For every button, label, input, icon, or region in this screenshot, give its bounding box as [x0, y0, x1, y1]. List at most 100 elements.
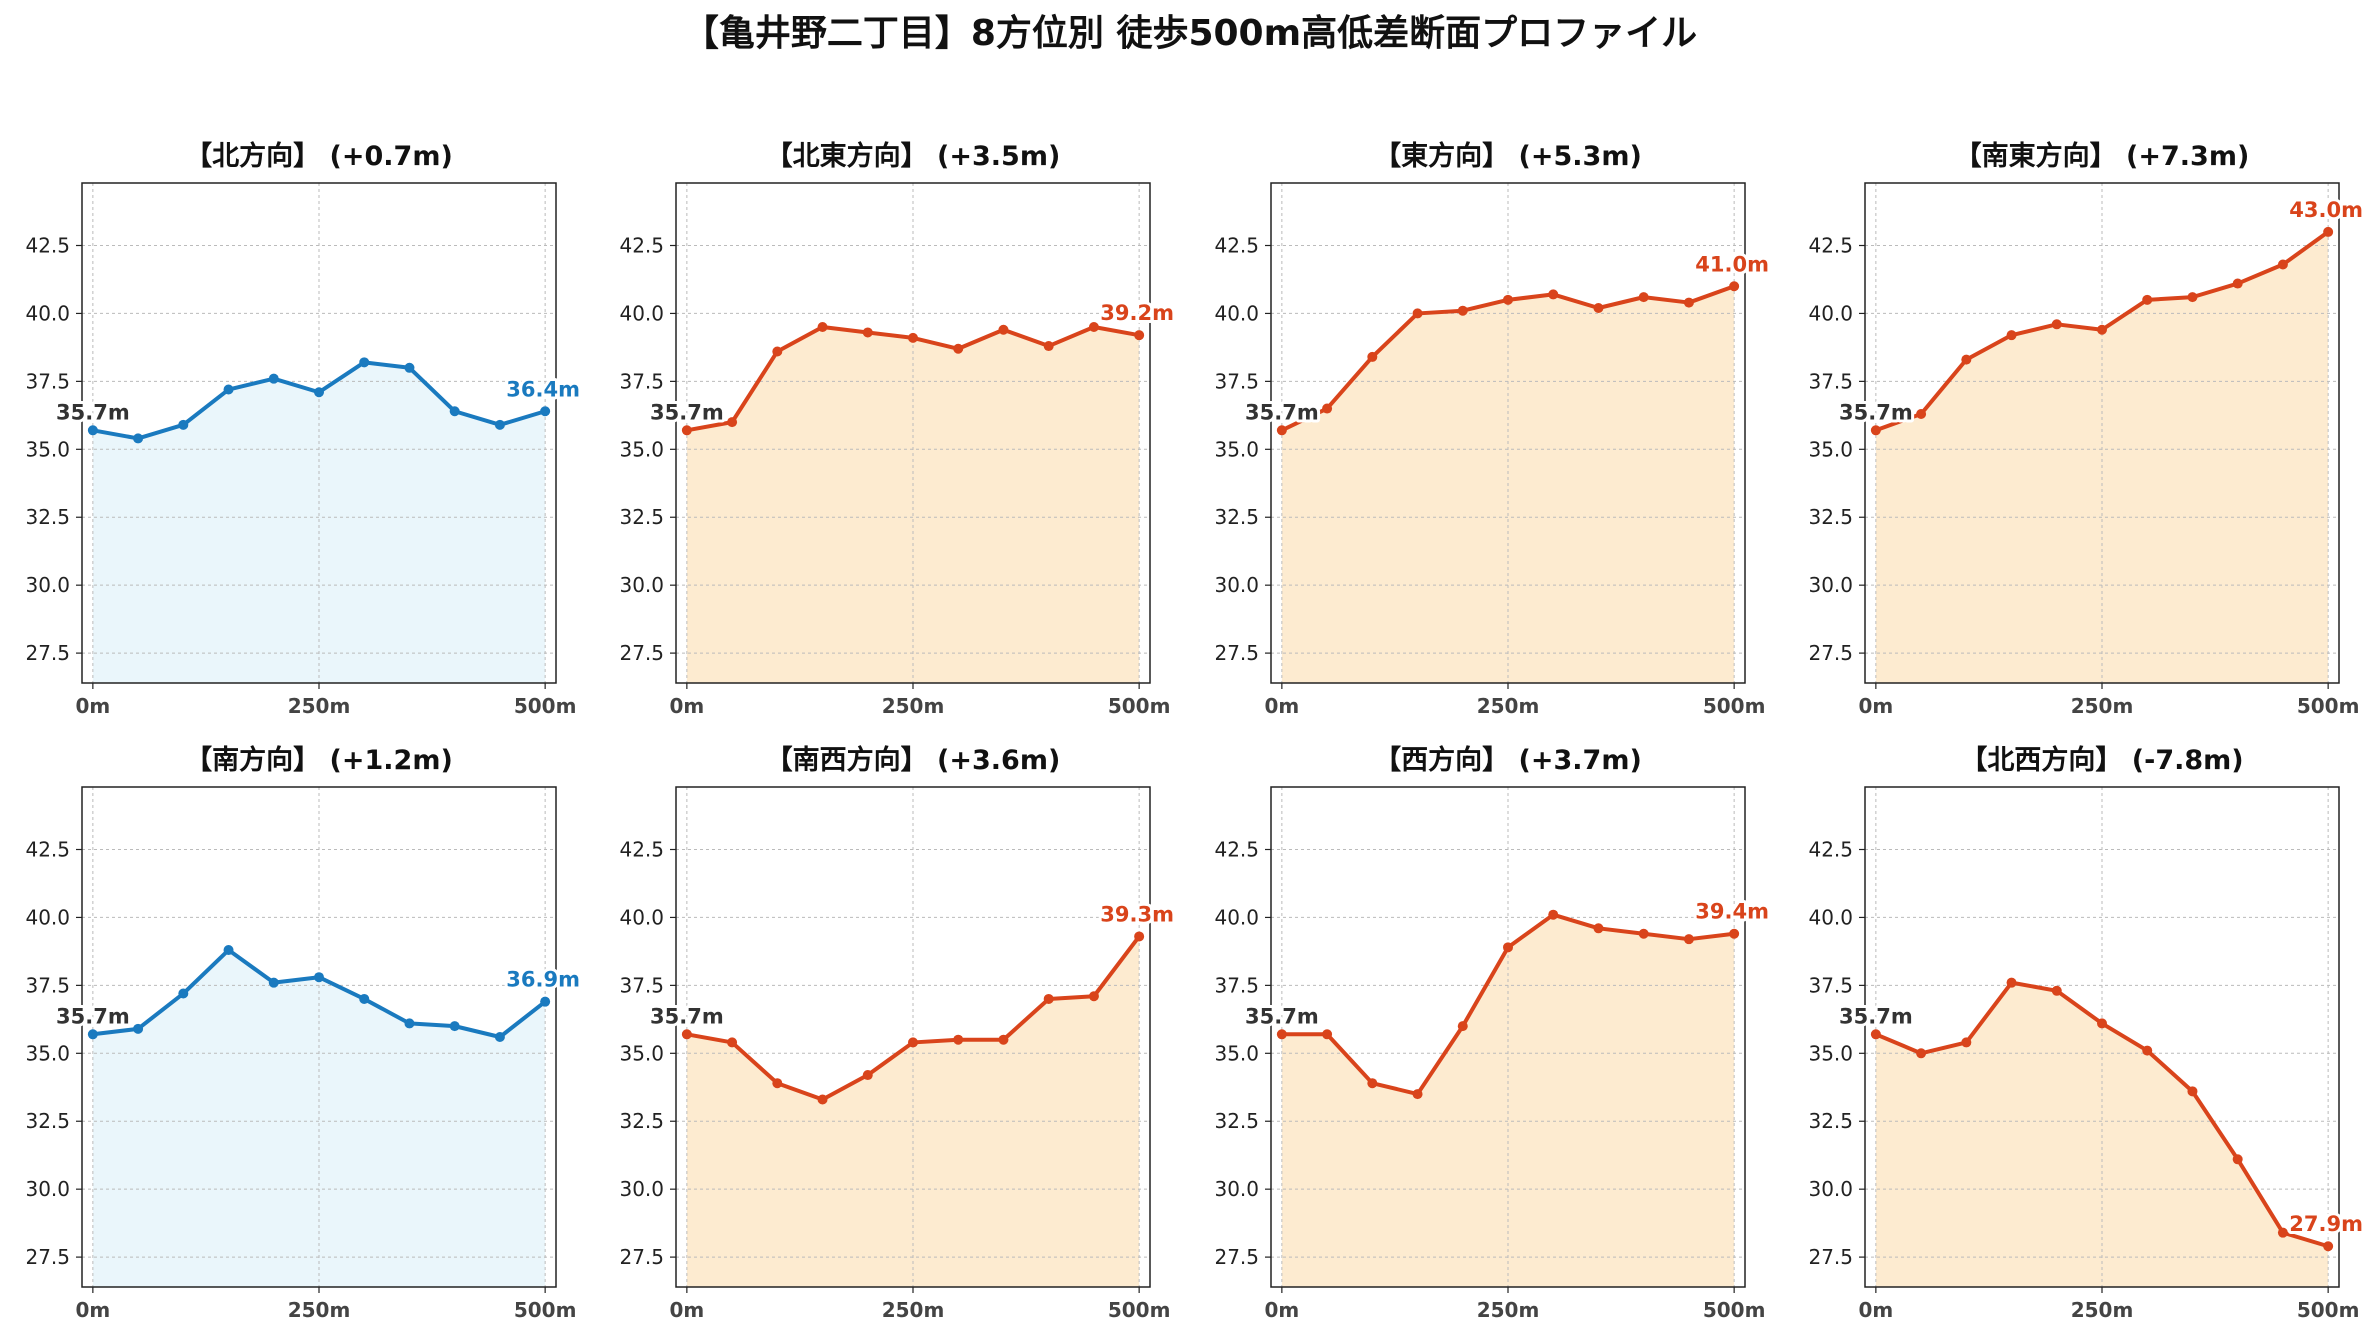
- chart-panel-5: 【南方向】 (+1.2m) 27.5 30.0 32.5 35.0 37.5 40.0 42.…: [25, 744, 583, 1322]
- area-fill: [92, 362, 546, 683]
- end-elevation-label: 39.2m: [1100, 301, 1174, 325]
- data-point: [404, 362, 415, 373]
- data-point: [404, 1018, 415, 1029]
- x-tick-label: 500m: [1703, 1298, 1766, 1322]
- data-point: [1548, 909, 1559, 920]
- data-point: [772, 346, 783, 357]
- y-tick-label: 37.5: [1808, 973, 1853, 997]
- y-tick-label: 35.0: [1214, 1041, 1259, 1065]
- data-point: [1548, 289, 1559, 300]
- data-point: [2232, 1154, 2243, 1165]
- chart-panel-8: 【北西方向】 (-7.8m) 27.5 30.0 32.5 35.0 37.5 40.0 42…: [1808, 744, 2366, 1322]
- data-point: [681, 425, 692, 436]
- data-point: [1916, 1048, 1927, 1059]
- chart-panel-6: 【南西方向】 (+3.6m) 27.5 30.0 32.5 35.0 37.5 40.0 42…: [619, 744, 1177, 1322]
- y-tick-label: 37.5: [1808, 369, 1853, 393]
- chart-panel-4: 【南東方向】 (+7.3m) 27.5 30.0 32.5 35.0 37.5 40.0 42…: [1808, 140, 2366, 718]
- data-point: [908, 332, 918, 343]
- data-point: [953, 343, 964, 354]
- y-tick-label: 40.0: [1214, 301, 1259, 325]
- y-tick-label: 32.5: [1214, 1109, 1259, 1133]
- y-tick-label: 27.5: [1808, 1245, 1853, 1269]
- data-point: [314, 387, 324, 398]
- data-point: [1088, 322, 1099, 333]
- x-tick-label: 0m: [669, 694, 704, 718]
- y-tick-label: 27.5: [619, 641, 664, 665]
- y-tick-label: 35.0: [25, 437, 70, 461]
- y-tick-label: 35.0: [1214, 437, 1259, 461]
- panel-title: 【西方向】 (+3.7m): [1374, 744, 1642, 776]
- y-tick-label: 30.0: [1214, 1177, 1259, 1201]
- y-tick-label: 35.0: [1808, 437, 1853, 461]
- data-point: [2187, 292, 2198, 303]
- data-point: [2142, 1045, 2153, 1056]
- chart-panel-7: 【西方向】 (+3.7m) 27.5 30.0 32.5 35.0 37.5 40.0 42.…: [1214, 744, 1772, 1322]
- data-point: [1412, 308, 1423, 319]
- y-tick-label: 30.0: [619, 1177, 664, 1201]
- y-tick-label: 42.5: [1214, 838, 1259, 862]
- data-point: [2323, 1241, 2334, 1252]
- data-point: [2006, 330, 2017, 341]
- data-point: [1638, 928, 1649, 939]
- data-point: [1729, 928, 1740, 939]
- data-point: [87, 425, 98, 436]
- data-point: [862, 1070, 873, 1081]
- area-fill: [1875, 982, 2329, 1287]
- x-tick-label: 500m: [2297, 694, 2360, 718]
- data-point: [2232, 278, 2243, 289]
- y-tick-label: 30.0: [1214, 573, 1259, 597]
- y-tick-label: 32.5: [619, 1109, 664, 1133]
- data-point: [223, 384, 234, 395]
- start-elevation-label: 35.7m: [56, 400, 130, 424]
- data-point: [2051, 985, 2062, 996]
- data-point: [223, 945, 234, 956]
- y-tick-label: 37.5: [25, 369, 70, 393]
- x-tick-label: 0m: [75, 1298, 110, 1322]
- panel-title: 【南方向】 (+1.2m): [185, 744, 453, 776]
- x-tick-label: 250m: [288, 1298, 351, 1322]
- data-point: [133, 1023, 144, 1034]
- y-tick-label: 27.5: [1808, 641, 1853, 665]
- y-tick-label: 37.5: [619, 369, 664, 393]
- data-point: [87, 1029, 98, 1040]
- end-elevation-label: 36.4m: [506, 377, 580, 401]
- area-fill: [686, 327, 1140, 683]
- y-tick-label: 37.5: [619, 973, 664, 997]
- x-tick-label: 250m: [2071, 694, 2134, 718]
- data-point: [1088, 991, 1099, 1002]
- data-point: [998, 324, 1009, 335]
- data-point: [772, 1078, 783, 1089]
- end-elevation-label: 27.9m: [2289, 1212, 2363, 1236]
- data-point: [862, 327, 873, 338]
- y-tick-label: 30.0: [1808, 573, 1853, 597]
- end-elevation-label: 39.4m: [1695, 900, 1769, 924]
- x-tick-label: 0m: [1264, 1298, 1299, 1322]
- y-tick-label: 40.0: [1808, 905, 1853, 929]
- x-tick-label: 250m: [1477, 1298, 1540, 1322]
- y-tick-label: 32.5: [1808, 505, 1853, 529]
- y-tick-label: 35.0: [25, 1041, 70, 1065]
- data-point: [1457, 305, 1468, 316]
- data-point: [1412, 1089, 1423, 1100]
- data-point: [2097, 1018, 2107, 1029]
- data-point: [178, 988, 189, 999]
- data-point: [1276, 425, 1287, 436]
- x-tick-label: 0m: [75, 694, 110, 718]
- data-point: [1683, 934, 1694, 945]
- y-tick-label: 37.5: [25, 973, 70, 997]
- y-tick-label: 42.5: [1214, 234, 1259, 258]
- data-point: [953, 1034, 964, 1045]
- data-point: [314, 972, 324, 983]
- data-point: [1729, 281, 1740, 292]
- data-point: [178, 419, 189, 430]
- x-tick-label: 250m: [882, 694, 945, 718]
- y-tick-label: 30.0: [25, 1177, 70, 1201]
- chart-panel-2: 【北東方向】 (+3.5m) 27.5 30.0 32.5 35.0 37.5 40.0 42…: [619, 140, 1177, 718]
- data-point: [1134, 931, 1145, 942]
- y-tick-label: 35.0: [619, 437, 664, 461]
- data-point: [1367, 351, 1378, 362]
- x-tick-label: 500m: [514, 694, 577, 718]
- y-tick-label: 30.0: [25, 573, 70, 597]
- y-tick-label: 32.5: [1214, 505, 1259, 529]
- data-point: [1503, 294, 1513, 305]
